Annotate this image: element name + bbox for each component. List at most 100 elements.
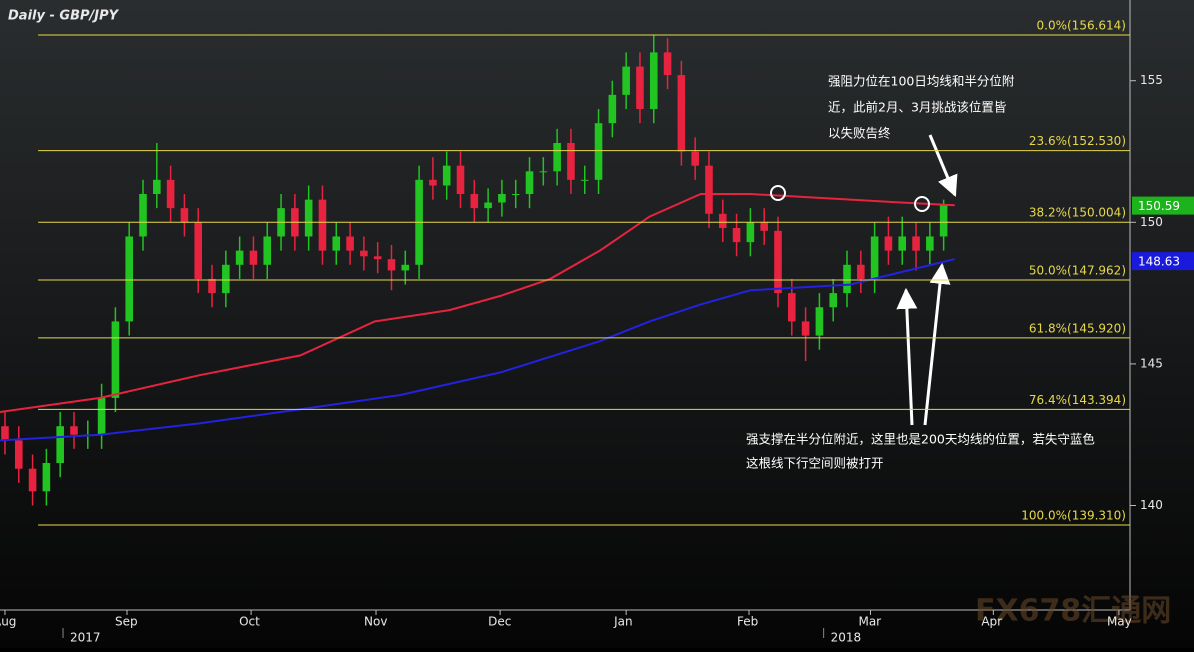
candle-body (801, 321, 810, 336)
fib-label: 38.2%(150.004) (1029, 206, 1126, 220)
fib-label: 23.6%(152.530) (1029, 134, 1126, 148)
annotation-text: 近，此前2月、3月挑战该位置皆 (828, 100, 1006, 115)
candle-body (42, 463, 51, 492)
candle-body (318, 199, 327, 251)
candle-body (525, 171, 534, 194)
highlight-circle (914, 196, 930, 212)
y-tick-label: 140 (1140, 498, 1163, 512)
price-tag (1132, 252, 1194, 271)
candle-body (539, 171, 548, 173)
candle-body (401, 264, 410, 271)
candle-body (387, 259, 396, 271)
arrow (923, 262, 951, 426)
candle-body (912, 236, 920, 251)
candle-body (774, 230, 782, 294)
fib-label: 61.8%(145.920) (1029, 321, 1126, 335)
candle-body (373, 256, 382, 260)
candle-body (456, 165, 465, 194)
candle-body (484, 202, 492, 209)
fib-label: 0.0%(156.614) (1037, 19, 1126, 33)
candle-body (649, 52, 658, 110)
candle-body (498, 193, 506, 203)
candle-body (939, 205, 948, 237)
y-tick-label: 145 (1140, 356, 1163, 370)
candle-body (1, 426, 9, 441)
candle-body (677, 75, 686, 152)
candle-body (594, 123, 603, 180)
candle-body (622, 66, 630, 95)
annotation-text: 这根线下行空间则被打开 (746, 456, 884, 471)
candle-body (235, 250, 244, 265)
candle-body (567, 143, 575, 180)
candle-body (815, 307, 824, 336)
candle-body (829, 293, 838, 308)
candle-body (608, 94, 617, 124)
candle-body (788, 293, 796, 322)
x-tick-label: May (1107, 615, 1132, 629)
candle-body (304, 199, 313, 237)
candle-body (249, 250, 258, 265)
x-tick-label: Nov (364, 615, 387, 629)
candle-body (870, 236, 879, 279)
candle-body (111, 321, 120, 398)
candle-body (553, 143, 561, 172)
candle-body (263, 236, 272, 265)
watermark: FX678汇通网 (975, 594, 1171, 629)
candle-body (857, 264, 865, 279)
candle-body (732, 227, 741, 243)
moving-average-line (0, 258, 955, 442)
x-tick-label: Oct (239, 615, 260, 629)
candle-body (580, 179, 589, 181)
arrow (896, 287, 918, 426)
candle-body (884, 236, 893, 251)
fib-label: 76.4%(143.394) (1029, 393, 1126, 407)
candle-body (898, 236, 907, 251)
year-label: 2018 (831, 631, 862, 645)
candle-body (843, 264, 851, 294)
x-tick-label: Dec (488, 615, 511, 629)
annotation-text: 强支撑在半分位附近，这里也是200天均线的位置，若失守蓝色 (746, 432, 1095, 447)
candle-body (14, 440, 23, 469)
x-tick-label: Apr (981, 615, 1002, 629)
fib-label: 50.0%(147.962) (1029, 264, 1126, 278)
candle-body (28, 468, 37, 492)
candle-body (360, 250, 368, 257)
candle-body (153, 179, 161, 194)
candle-body (346, 236, 354, 251)
overlay: 150.59 148.63 强阻力位在100日均线和半分位附近，此前2月、3月挑战该… (746, 74, 1194, 471)
candle-body (705, 165, 713, 214)
annotation-text: 强阻力位在100日均线和半分位附 (828, 74, 1015, 89)
candle-body (429, 179, 437, 186)
price-tag-label: 150.59 (1138, 199, 1180, 213)
candle-body (691, 151, 699, 166)
highlight-circle (770, 185, 786, 201)
candle-body (442, 165, 451, 186)
year-label: 2017 (70, 631, 101, 645)
price-tag (1132, 196, 1194, 215)
x-tick-label: Aug (0, 615, 16, 629)
x-tick-label: Jan (613, 615, 633, 629)
candle-body (166, 179, 175, 209)
x-tick-label: Feb (737, 615, 758, 629)
candle-body (222, 264, 230, 294)
candle-body (97, 397, 106, 435)
candle-body (511, 193, 520, 195)
candle-body (70, 426, 78, 435)
x-tick-label: Mar (858, 615, 881, 629)
price-tag-label: 148.63 (1138, 255, 1180, 269)
chart-title: Daily - GBP/JPY (8, 9, 120, 24)
x-tick-label: Sep (115, 615, 138, 629)
candle-body (332, 236, 341, 251)
candle-body (56, 426, 64, 464)
candle-body (663, 52, 672, 76)
candle-body (926, 236, 934, 251)
candle-body (760, 222, 768, 231)
arrow (928, 134, 958, 197)
annotation-text: 以失败告终 (828, 126, 891, 141)
candle-body (208, 278, 216, 294)
candle-body (718, 213, 727, 228)
candle-body (125, 236, 134, 322)
candle-body (636, 66, 644, 110)
